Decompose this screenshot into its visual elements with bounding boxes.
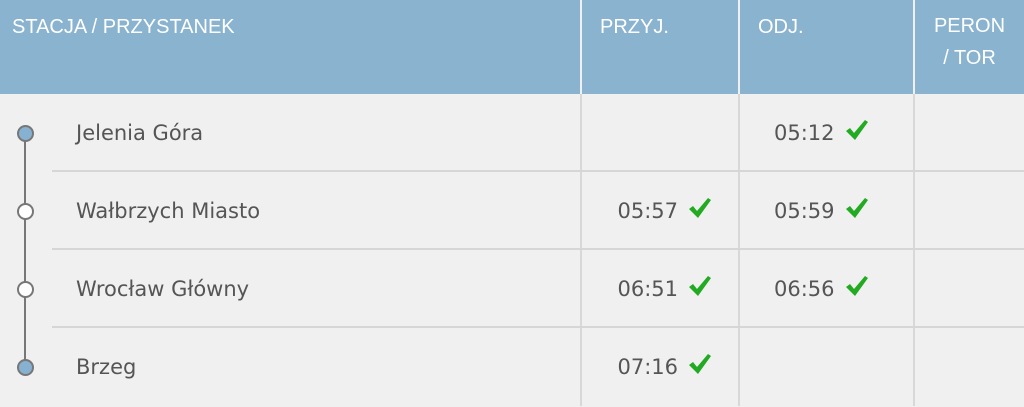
check-icon xyxy=(688,329,712,407)
header-arrival-label: PRZYJ. xyxy=(600,16,669,38)
check-icon xyxy=(688,251,712,329)
stop-icon xyxy=(17,281,34,298)
departure-cell: 06:56 xyxy=(740,250,915,328)
table-row: Wałbrzych Miasto 05:57 05:59 xyxy=(0,172,1024,250)
table-row: Wrocław Główny 06:51 06:56 xyxy=(0,250,1024,328)
arrival-cell: 07:16 xyxy=(582,328,740,406)
table-row: Jelenia Góra 05:12 xyxy=(0,94,1024,172)
departure-cell: 05:59 xyxy=(740,172,915,250)
platform-cell xyxy=(915,94,1024,172)
departure-time: 05:12 xyxy=(774,121,835,145)
header-departure: ODJ. xyxy=(740,0,915,94)
platform-cell xyxy=(915,250,1024,328)
platform-cell xyxy=(915,328,1024,406)
station-cell: Brzeg xyxy=(0,328,582,406)
row-divider xyxy=(52,326,1024,328)
arrival-cell: 06:51 xyxy=(582,250,740,328)
endpoint-stop-icon xyxy=(17,359,34,376)
endpoint-stop-icon xyxy=(17,125,34,142)
station-name: Brzeg xyxy=(76,355,137,379)
station-name: Jelenia Góra xyxy=(76,121,204,145)
header-arrival: PRZYJ. xyxy=(582,0,740,94)
header-departure-label: ODJ. xyxy=(758,16,804,38)
row-divider xyxy=(52,248,1024,250)
table-header: STACJA / PRZYSTANEK PRZYJ. ODJ. PERON / T… xyxy=(0,0,1024,94)
header-platform: PERON / TOR xyxy=(915,0,1024,94)
arrival-cell: 05:57 xyxy=(582,172,740,250)
arrival-time: 06:51 xyxy=(617,277,678,301)
check-icon xyxy=(688,173,712,251)
stop-icon xyxy=(17,203,34,220)
row-divider xyxy=(52,170,1024,172)
arrival-time: 07:16 xyxy=(617,355,678,379)
header-platform-label-2: / TOR xyxy=(943,47,996,69)
platform-cell xyxy=(915,172,1024,250)
route-line xyxy=(24,133,26,369)
station-cell: Wrocław Główny xyxy=(0,250,582,328)
check-icon xyxy=(845,251,869,329)
departure-cell: 05:12 xyxy=(740,94,915,172)
header-station-label: STACJA / PRZYSTANEK xyxy=(12,16,235,38)
header-station: STACJA / PRZYSTANEK xyxy=(0,0,582,94)
departure-time: 06:56 xyxy=(774,277,835,301)
station-name: Wrocław Główny xyxy=(76,277,250,301)
departure-time: 05:59 xyxy=(774,199,835,223)
header-platform-label-1: PERON xyxy=(933,15,1006,37)
departure-cell xyxy=(740,328,915,406)
station-cell: Wałbrzych Miasto xyxy=(0,172,582,250)
station-cell: Jelenia Góra xyxy=(0,94,582,172)
arrival-cell xyxy=(582,94,740,172)
check-icon xyxy=(845,95,869,173)
arrival-time: 05:57 xyxy=(617,199,678,223)
station-name: Wałbrzych Miasto xyxy=(76,199,261,223)
table-row: Brzeg 07:16 xyxy=(0,328,1024,406)
check-icon xyxy=(845,173,869,251)
